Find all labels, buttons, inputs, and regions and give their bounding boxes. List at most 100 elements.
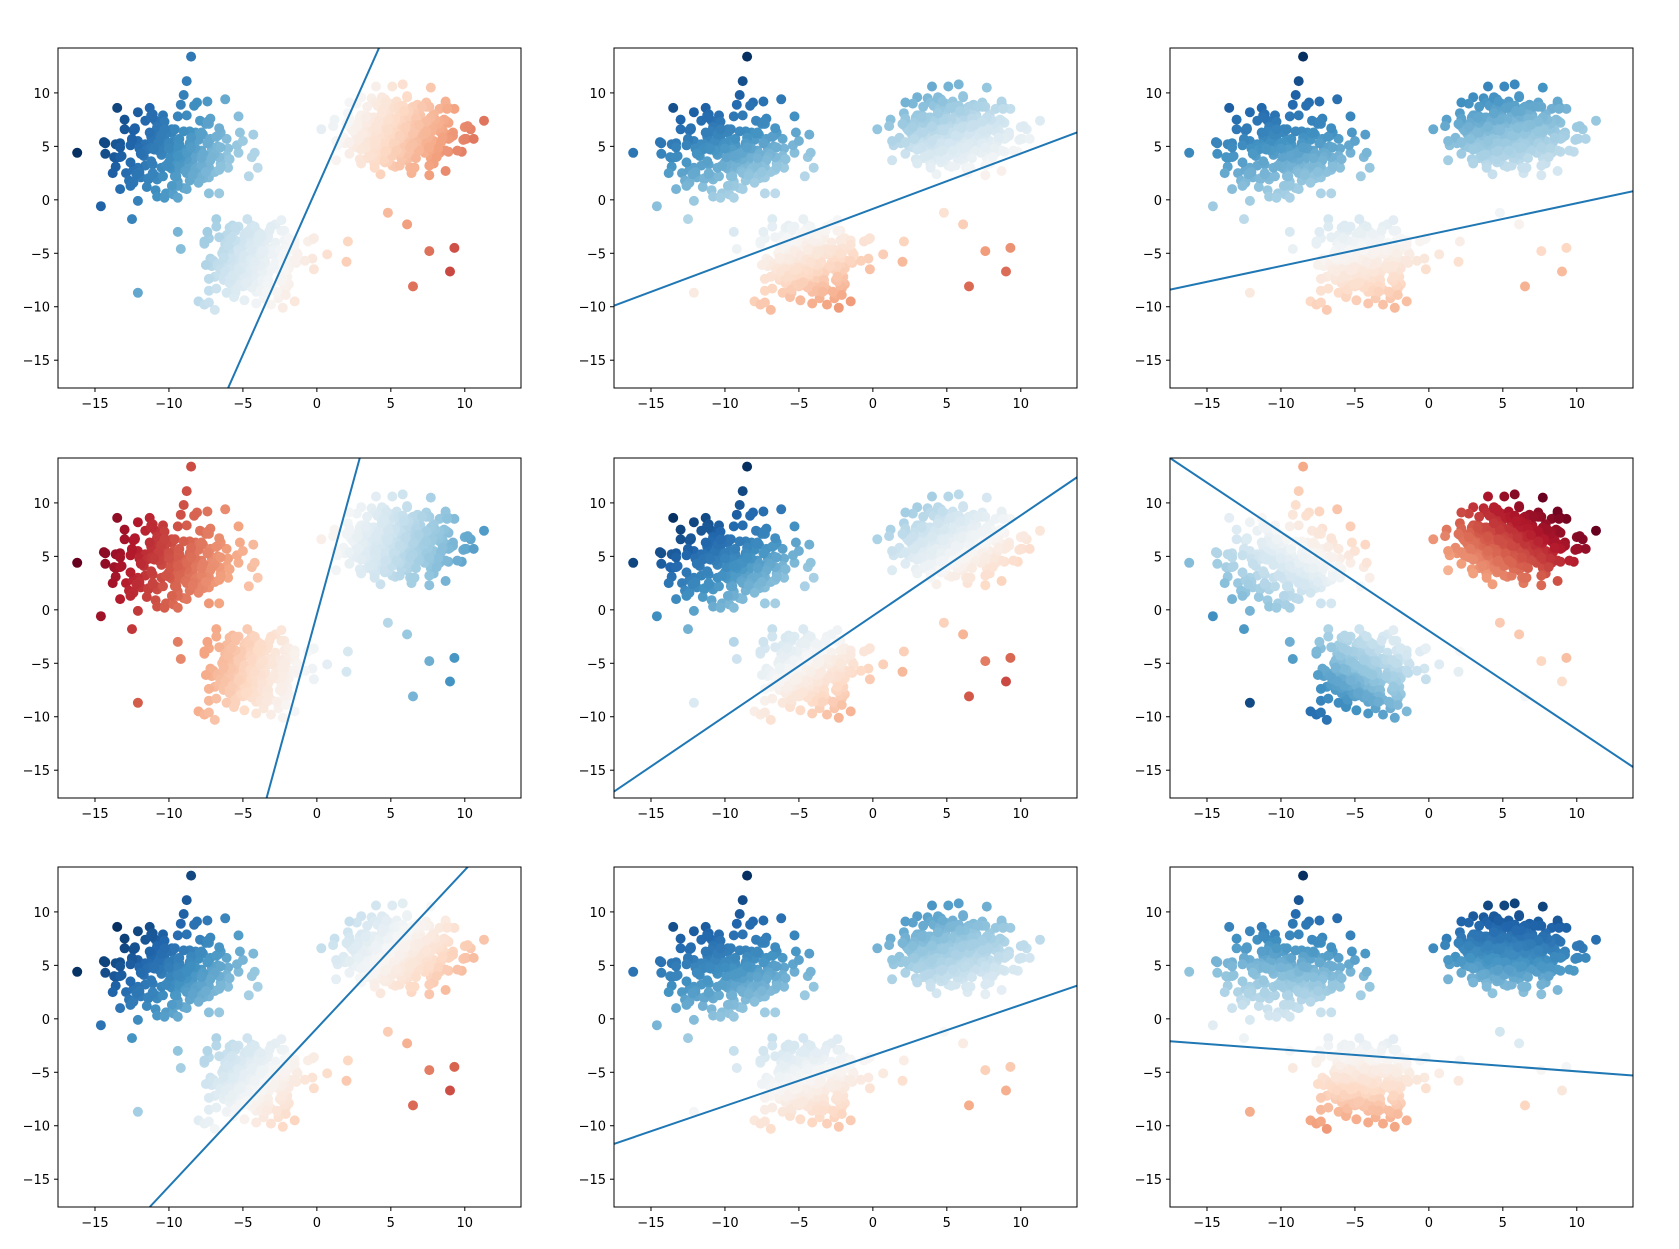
x-tick-label: 0: [1425, 397, 1433, 412]
scatter-point: [1355, 171, 1366, 182]
scatter-point: [356, 158, 367, 169]
scatter-point: [181, 594, 192, 605]
scatter-point: [1494, 125, 1505, 136]
scatter-point: [833, 712, 844, 723]
scatter-point: [425, 82, 436, 93]
scatter-point: [1453, 256, 1464, 267]
scatter-point: [255, 229, 266, 239]
scatter-point: [402, 629, 413, 640]
scatter-point: [1580, 133, 1591, 144]
scatter-point: [802, 245, 813, 256]
scatter-point: [1545, 143, 1556, 154]
scatter-point: [1008, 145, 1019, 156]
scatter-point: [981, 492, 992, 503]
scatter-points: [72, 461, 489, 725]
scatter-point: [189, 100, 200, 111]
scatter-point: [884, 121, 895, 132]
scatter-point: [1388, 215, 1399, 226]
scatter-point: [771, 552, 782, 563]
scatter-point: [316, 534, 327, 545]
scatter-point: [776, 94, 787, 105]
scatter-point: [967, 153, 977, 164]
scatter-point: [223, 143, 234, 154]
scatter-point: [400, 123, 411, 134]
scatter-point: [158, 171, 168, 182]
scatter-point: [1514, 91, 1525, 102]
scatter-point: [938, 114, 949, 125]
scatter-point: [1212, 148, 1223, 159]
scatter-point: [931, 169, 942, 180]
scatter-point: [369, 572, 380, 583]
scatter-point: [779, 650, 790, 661]
scatter-point: [1005, 242, 1016, 253]
scatter-point: [1376, 225, 1387, 236]
scatter-point: [233, 521, 244, 532]
scatter-point: [785, 702, 795, 713]
scatter-point: [742, 142, 753, 153]
scatter-point: [209, 714, 220, 725]
scatter-point: [221, 287, 232, 298]
scatter-point: [131, 169, 142, 180]
x-tick-label: −15: [81, 397, 108, 412]
scatter-point: [796, 688, 807, 699]
scatter-point: [1231, 114, 1242, 125]
scatter-point: [365, 561, 376, 571]
scatter-point: [909, 133, 920, 144]
scatter-point: [1533, 126, 1544, 137]
scatter-point: [935, 138, 946, 149]
scatter-point: [798, 624, 809, 635]
scatter-point: [399, 106, 410, 117]
scatter-point: [172, 602, 183, 613]
scatter-point: [1278, 180, 1289, 191]
scatter-point: [214, 642, 225, 653]
scatter-point: [796, 278, 807, 289]
scatter-point: [440, 506, 451, 517]
scatter-point: [161, 160, 171, 171]
scatter-point: [166, 180, 177, 191]
scatter-point: [770, 123, 781, 134]
scatter-point: [223, 162, 234, 173]
y-tick-label: −10: [1135, 301, 1162, 316]
scatter-point: [1286, 133, 1297, 144]
scatter-point: [344, 97, 355, 108]
scatter-point: [193, 177, 204, 188]
scatter-point: [215, 552, 226, 563]
scatter-point: [845, 239, 856, 250]
scatter-point: [900, 97, 911, 108]
scatter-point: [1311, 236, 1322, 247]
scatter-point: [215, 142, 226, 153]
scatter-point: [1342, 222, 1353, 233]
scatter-point: [1001, 266, 1011, 277]
scatter-point: [221, 697, 232, 708]
scatter-point: [344, 558, 355, 569]
scatter-point: [779, 143, 790, 154]
scatter-point: [1301, 153, 1312, 164]
scatter-point: [1525, 145, 1536, 156]
scatter-point: [1305, 177, 1316, 188]
scatter-point: [249, 666, 260, 677]
scatter-point: [416, 511, 427, 522]
scatter-point: [730, 543, 741, 554]
scatter-point: [371, 491, 381, 502]
x-tick-label: 0: [313, 397, 321, 412]
decision-line: [614, 131, 1077, 307]
scatter-point: [681, 180, 692, 191]
scatter-point: [424, 142, 435, 153]
scatter-point: [1361, 147, 1372, 158]
scatter-point: [1005, 652, 1016, 663]
scatter-point: [442, 103, 452, 114]
scatter-point: [178, 500, 189, 510]
scatter-point: [342, 236, 353, 247]
scatter-point: [1494, 114, 1505, 125]
scatter-point: [897, 666, 908, 677]
scatter-point: [125, 590, 136, 601]
scatter-point: [980, 656, 991, 667]
scatter-point: [1237, 157, 1248, 168]
scatter-point: [969, 145, 980, 156]
scatter-point: [233, 557, 244, 568]
scatter-point: [675, 114, 686, 125]
y-tick-label: −15: [23, 354, 50, 369]
scatter-point: [127, 214, 137, 225]
scatter-point: [371, 122, 381, 133]
scatter-point: [671, 594, 682, 605]
